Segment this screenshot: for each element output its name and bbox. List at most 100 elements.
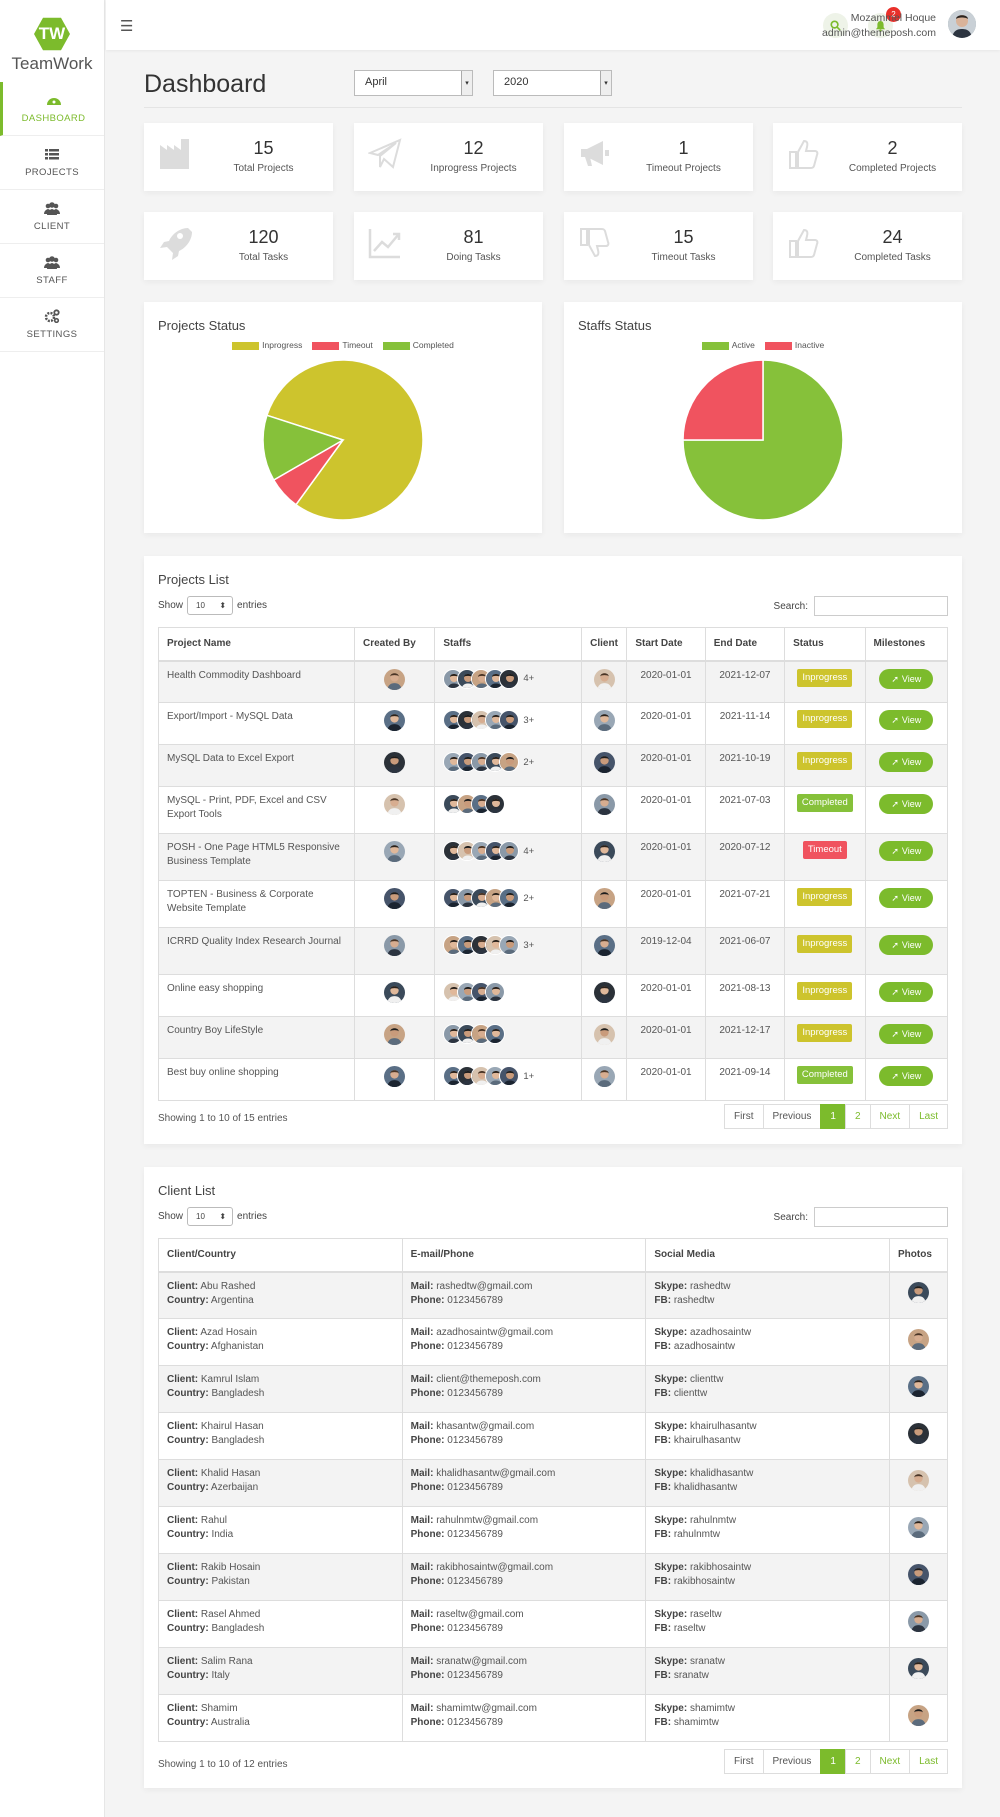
table-row[interactable]: Export/Import - MySQL Data 3+ 2020-01-01 20… [158,702,949,745]
page-1[interactable]: 1 [820,1749,846,1774]
sidebar-item-dashboard[interactable]: DASHBOARD [0,82,104,136]
column-header[interactable]: Project Name [158,627,355,662]
project-name[interactable]: ICRRD Quality Index Research Journal [158,927,355,975]
page-2[interactable]: 2 [844,1749,871,1774]
view-milestones-button[interactable]: ➚ View [879,752,934,772]
column-header[interactable]: E-mail/Phone [401,1238,647,1273]
search-input[interactable] [814,596,948,616]
status-badge: Inprogress [797,888,853,906]
project-name[interactable]: Health Commodity Dashboard [158,660,355,703]
page-first[interactable]: First [724,1749,764,1774]
chevron-updown-icon: ⬍ [219,1212,227,1221]
page-last[interactable]: Last [909,1749,948,1774]
legend-item[interactable]: Timeout [312,340,373,350]
pie-slice-inprogress[interactable] [265,359,424,521]
sidebar-item-settings[interactable]: SETTINGS [0,298,104,352]
pie-slice-inactive[interactable] [682,359,764,441]
sidebar-item-client[interactable]: CLIENT [0,190,104,244]
table-row[interactable]: TOPTEN - Business & Corporate Website Te… [158,880,949,928]
table-row[interactable]: Client: Khalid Hasan Country: Azerbaijan M… [158,1459,948,1507]
page-next[interactable]: Next [869,1104,911,1129]
user-info[interactable]: Mozammel Hoque admin@themeposh.com [822,11,936,41]
page-2[interactable]: 2 [844,1104,871,1129]
search-button[interactable] [823,13,848,38]
menu-toggle-icon[interactable]: ☰ [120,18,134,35]
page-previous[interactable]: Previous [762,1749,822,1774]
view-milestones-button[interactable]: ➚ View [879,668,934,689]
view-milestones-button[interactable]: ➚ View [879,841,934,861]
table-row[interactable]: Best buy online shopping 1+ 2020-01-01 2021… [158,1058,949,1101]
table-row[interactable]: Client: Rahul Country: India Mail: rahulnm… [158,1506,948,1554]
entries-label: entries [237,1211,268,1222]
project-name[interactable]: Best buy online shopping [158,1058,355,1101]
page-first[interactable]: First [724,1104,764,1129]
view-milestones-button[interactable]: ➚ View [879,982,934,1002]
view-milestones-button[interactable]: ➚ View [879,710,934,730]
project-name[interactable]: MySQL Data to Excel Export [158,744,355,787]
table-row[interactable]: MySQL - Print, PDF, Excel and CSV Export… [158,786,949,834]
view-milestones-button[interactable]: ➚ View [879,1066,934,1086]
table-row[interactable]: Online easy shopping 2020-01-01 2021-08-13… [158,974,949,1017]
project-name[interactable]: MySQL - Print, PDF, Excel and CSV Export… [158,786,355,834]
start-date: 2020-01-01 [626,744,706,787]
project-name[interactable]: Online easy shopping [158,974,355,1017]
pie-slice-completed[interactable] [262,414,345,482]
start-date: 2020-01-01 [626,660,706,703]
month-select[interactable]: April ▾ [354,70,473,96]
client-fb-key: FB: [654,1576,672,1587]
notification-button[interactable]: 2 [868,7,901,38]
page-last[interactable]: Last [909,1104,948,1129]
page-next[interactable]: Next [869,1749,911,1774]
table-row[interactable]: ICRRD Quality Index Research Journal 3+ 20… [158,927,949,975]
client-country: Country: Bangladesh [167,1387,394,1401]
view-milestones-button[interactable]: ➚ View [879,888,934,908]
user-avatar[interactable] [948,10,976,38]
table-row[interactable]: Client: Shamim Country: Australia Mail: sh… [158,1694,948,1742]
column-header[interactable]: Photos [889,1238,948,1273]
table-row[interactable]: Client: Rasel Ahmed Country: Bangladesh Ma… [158,1600,948,1648]
legend-item[interactable]: Completed [382,340,454,350]
column-header[interactable]: Client [581,627,628,662]
view-milestones-button[interactable]: ➚ View [879,1024,934,1044]
project-name[interactable]: POSH - One Page HTML5 Responsive Busines… [158,833,355,881]
year-select[interactable]: 2020 ▾ [493,70,612,96]
client-fb-value: khalidhasantw [673,1482,738,1493]
table-row[interactable]: Client: Abu Rashed Country: Argentina Mail… [158,1271,948,1319]
column-header[interactable]: End Date [704,627,786,662]
legend-item[interactable]: Active [701,340,755,350]
sidebar-item-projects[interactable]: PROJECTS [0,136,104,190]
pagination: First Previous 1 2 Next Last [724,1749,948,1774]
table-row[interactable]: Health Commodity Dashboard 4+ 2020-01-01 20… [158,660,949,703]
column-header[interactable]: Social Media [645,1238,891,1273]
brand-logo[interactable]: TW TeamWork [0,0,104,82]
page-previous[interactable]: Previous [762,1104,822,1129]
legend-item[interactable]: Inactive [764,340,824,350]
project-name[interactable]: Country Boy LifeStyle [158,1016,355,1059]
table-row[interactable]: Client: Azad Hosain Country: Afghanistan M… [158,1318,948,1366]
table-row[interactable]: Client: Khairul Hasan Country: Bangladesh… [158,1412,948,1460]
column-header[interactable]: Client/Country [158,1238,403,1273]
page-1[interactable]: 1 [820,1104,846,1129]
entries-select[interactable]: 10 ⬍ [187,596,234,615]
column-header[interactable]: Start Date [626,627,706,662]
table-row[interactable]: Client: Kamrul Islam Country: Bangladesh M… [158,1365,948,1413]
table-row[interactable]: Country Boy LifeStyle 2020-01-01 2021-12-1… [158,1016,949,1059]
client-name: Client: Rahul [167,1514,394,1528]
view-milestones-button[interactable]: ➚ View [879,794,934,814]
view-milestones-button[interactable]: ➚ View [879,935,934,955]
entries-select[interactable]: 10 ⬍ [187,1207,234,1226]
client-cell [581,1016,628,1059]
project-name[interactable]: Export/Import - MySQL Data [158,702,355,745]
table-row[interactable]: MySQL Data to Excel Export 2+ 2020-01-01 20… [158,744,949,787]
column-header[interactable]: Staffs [434,627,583,662]
legend-item[interactable]: Inprogress [232,340,302,350]
table-row[interactable]: Client: Rakib Hosain Country: Pakistan Mai… [158,1553,948,1601]
table-row[interactable]: POSH - One Page HTML5 Responsive Busines… [158,833,949,881]
column-header[interactable]: Created By [353,627,436,662]
column-header[interactable]: Milestones [864,627,949,662]
search-input[interactable] [814,1207,948,1227]
table-row[interactable]: Client: Salim Rana Country: Italy Mail: sr… [158,1647,948,1695]
project-name[interactable]: TOPTEN - Business & Corporate Website Te… [158,880,355,928]
sidebar-item-staff[interactable]: STAFF [0,244,104,298]
column-header[interactable]: Status [784,627,866,662]
